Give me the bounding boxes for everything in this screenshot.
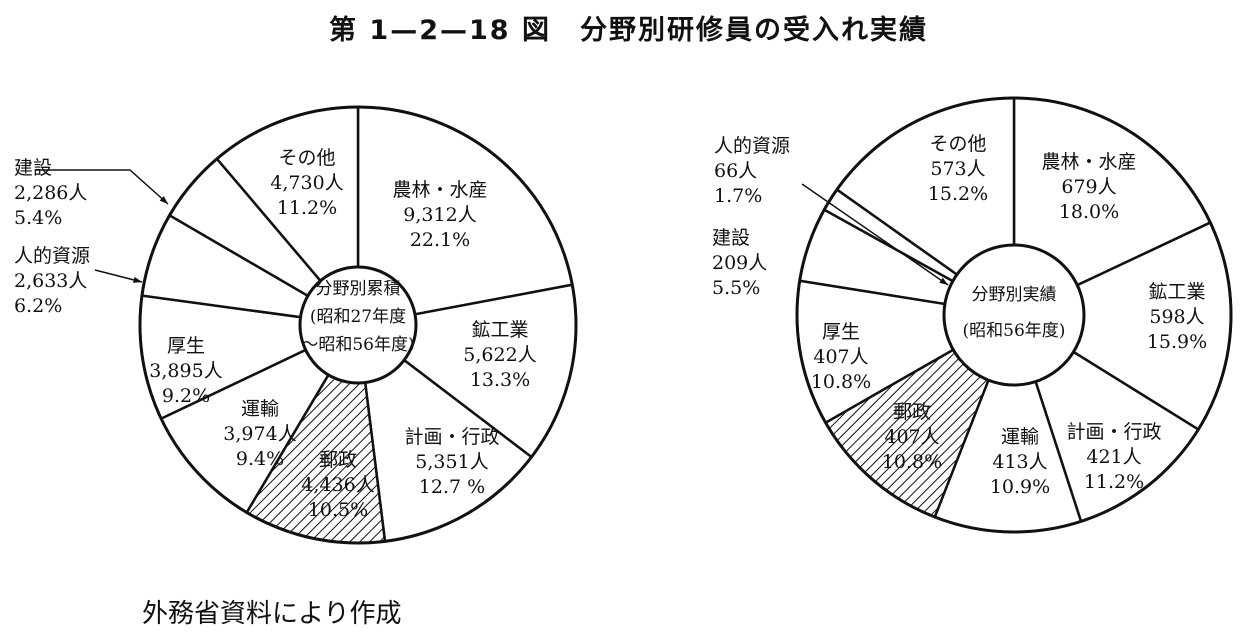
pie-label-0-4-percent: 9.4% — [236, 448, 284, 470]
figure-title: 第 1—2—18 図 分野別研修員の受入れ実績 — [329, 15, 928, 46]
pie-label-1-7-percent: 1.7% — [714, 185, 762, 207]
pie-leader-arrow-1-7 — [939, 277, 948, 285]
pie-label-1-2-name: 計画・行政 — [1066, 421, 1161, 443]
pie-label-0-5-count: 3,895人 — [149, 360, 222, 382]
pie-label-0-0-count: 9,312人 — [403, 204, 476, 226]
pie-center-circle-0 — [298, 265, 418, 385]
pie-label-1-6-name: 建設 — [712, 227, 750, 249]
pie-label-1-5-name: 厚生 — [822, 321, 860, 343]
pie-label-0-5-name: 厚生 — [167, 335, 205, 357]
pie-center-label-0-2: ～昭和56年度) — [301, 335, 414, 355]
pie-leader-arrow-0-6 — [133, 276, 142, 283]
pie-label-0-3-percent: 10.5% — [308, 499, 368, 521]
pie-label-1-7-count: 66人 — [714, 160, 757, 182]
pie-label-1-3-name: 運輸 — [1001, 426, 1039, 448]
pie-outline-0 — [138, 105, 578, 545]
pie-label-1-5-count: 407人 — [813, 346, 868, 368]
pie-label-0-1-percent: 13.3% — [470, 369, 530, 391]
pie-label-0-4-name: 運輸 — [241, 398, 279, 420]
pie-label-0-6-name: 人的資源 — [14, 245, 90, 267]
pie-center-label-1-0: 分野別実績 — [972, 285, 1057, 305]
pie-label-1-3-percent: 10.9% — [990, 476, 1050, 498]
pie-chart-fy1981: 分野別実績 (昭和56年度) 農林・水産 679人 18.0% 鉱工業 598人 15.9% 計… — [712, 96, 1233, 534]
pie-label-0-0-name: 農林・水産 — [392, 179, 487, 201]
pie-label-0-8-percent: 11.2% — [277, 197, 337, 219]
pie-label-0-2-percent: 12.7 % — [419, 476, 485, 498]
pie-label-1-2-percent: 11.2% — [1084, 471, 1144, 493]
pie-label-0-8-count: 4,730人 — [270, 172, 343, 194]
pie-label-0-1-name: 鉱工業 — [471, 319, 528, 341]
pie-label-1-1-count: 598人 — [1149, 306, 1204, 328]
pie-chart-cumulative: 分野別累積 (昭和27年度 ～昭和56年度) 農林・水産 9,312人 22.1% 鉱工業 5… — [14, 105, 578, 545]
pie-label-1-0-count: 679人 — [1061, 176, 1116, 198]
pie-label-0-7-count: 2,286人 — [14, 182, 87, 204]
pie-label-1-7-name: 人的資源 — [714, 135, 790, 157]
pie-leader-line-0-7 — [36, 169, 169, 205]
pie-label-1-4-name: 郵政 — [893, 401, 931, 423]
pie-label-0-2-name: 計画・行政 — [404, 426, 499, 448]
pie-label-1-1-percent: 15.9% — [1147, 331, 1207, 353]
pie-label-1-8-count: 573人 — [930, 158, 985, 180]
pie-label-0-8-name: その他 — [278, 147, 335, 169]
pie-label-1-0-name: 農林・水産 — [1041, 151, 1136, 173]
pie-label-1-4-percent: 10.8% — [882, 451, 942, 473]
pie-leader-arrow-0-7 — [159, 196, 168, 204]
pie-label-0-1-count: 5,622人 — [463, 344, 536, 366]
pie-outline-1 — [795, 96, 1233, 534]
pie-label-1-5-percent: 10.8% — [811, 371, 871, 393]
pie-label-0-4-count: 3,974人 — [223, 423, 296, 445]
pie-label-1-6-percent: 5.5% — [712, 277, 760, 299]
pie-center-circle-1 — [942, 243, 1086, 387]
source-note: 外務省資料により作成 — [142, 599, 402, 629]
pie-label-1-8-name: その他 — [929, 133, 986, 155]
pie-leader-line-1-7 — [801, 183, 949, 286]
pie-label-0-6-count: 2,633人 — [14, 270, 87, 292]
pie-label-1-8-percent: 15.2% — [928, 183, 988, 205]
pie-label-0-3-count: 4,436人 — [301, 474, 374, 496]
pie-center-label-0-0: 分野別累積 — [316, 279, 401, 299]
pie-label-1-2-count: 421人 — [1086, 446, 1141, 468]
pie-center-label-1-1: (昭和56年度) — [963, 321, 1066, 341]
pie-label-1-3-count: 413人 — [992, 451, 1047, 473]
pie-label-1-6-count: 209人 — [712, 252, 767, 274]
pie-label-0-3-name: 郵政 — [319, 449, 357, 471]
pie-label-1-4-count: 407人 — [884, 426, 939, 448]
pie-label-1-1-name: 鉱工業 — [1148, 281, 1205, 303]
pie-label-0-7-name: 建設 — [14, 157, 52, 179]
pie-label-0-6-percent: 6.2% — [14, 295, 62, 317]
pie-label-0-7-percent: 5.4% — [14, 207, 62, 229]
pie-label-0-0-percent: 22.1% — [410, 229, 470, 251]
pie-label-1-0-percent: 18.0% — [1059, 201, 1119, 223]
pie-center-label-0-1: (昭和27年度 — [310, 307, 406, 327]
pie-label-0-5-percent: 9.2% — [162, 385, 210, 407]
pie-label-0-2-count: 5,351人 — [415, 451, 488, 473]
